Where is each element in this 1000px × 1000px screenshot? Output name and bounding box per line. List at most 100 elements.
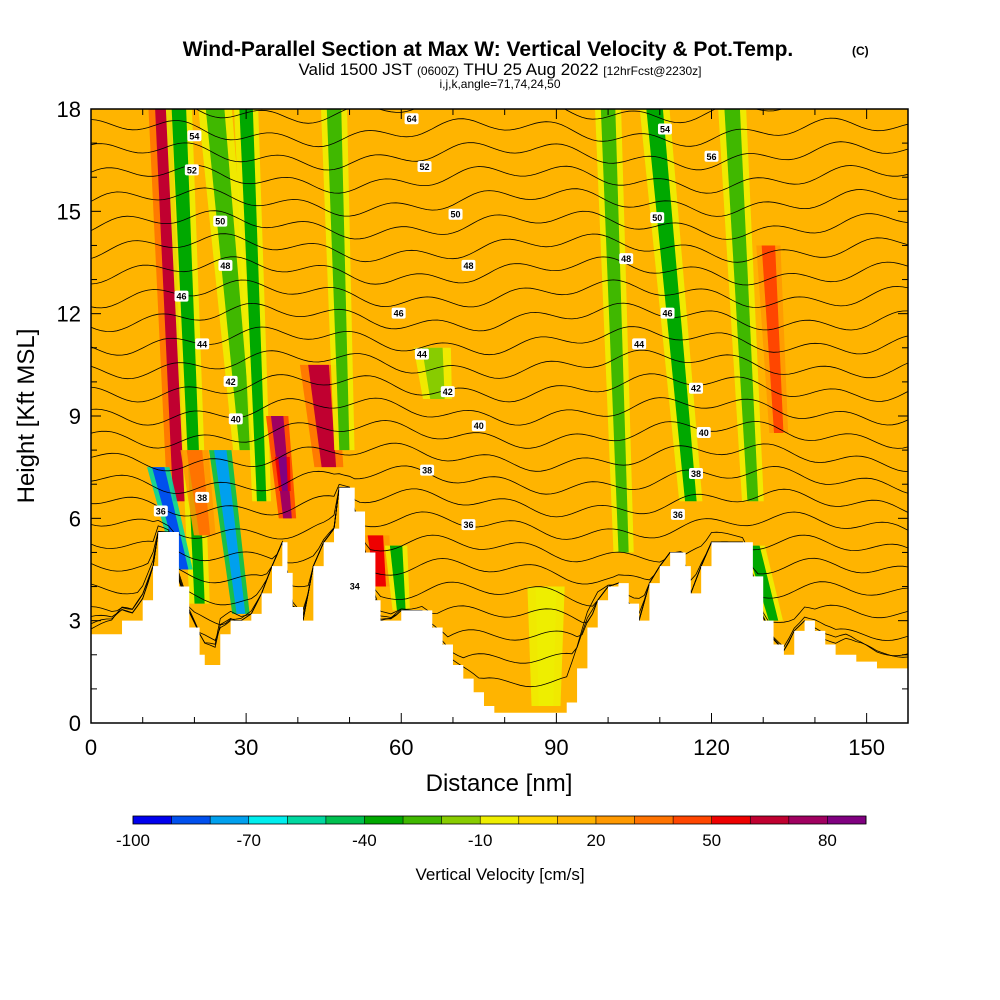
contour-label-text: 38: [422, 466, 432, 476]
contour-label-bg: [404, 113, 419, 125]
contour-label-bg: [696, 427, 711, 439]
colorbar-swatch: [325, 816, 365, 824]
theta-contour-label: 38: [688, 467, 703, 479]
theta-contour-line: [91, 397, 908, 426]
y-tick-label: 6: [69, 506, 81, 531]
theta-contour-label: 38: [195, 491, 210, 503]
velocity-feature-core: [152, 467, 189, 570]
contour-label-bg: [650, 212, 665, 224]
colorbar-tick-label: 80: [818, 831, 837, 850]
theta-contour-line: [91, 487, 908, 588]
contour-label-text: 50: [451, 210, 461, 220]
contour-label-bg: [213, 215, 228, 227]
colorbar-swatch: [750, 816, 790, 824]
x-tick-label: 150: [848, 735, 885, 760]
colorbar-tick-label: -70: [236, 831, 261, 850]
terrain-mask: [91, 487, 908, 723]
contour-label-bg: [461, 259, 476, 271]
contour-label-bg: [414, 348, 429, 360]
theta-contour-label: 52: [417, 160, 432, 172]
velocity-feature-core: [205, 109, 253, 451]
colorbar-swatch: [287, 816, 327, 824]
theta-contour-line: [91, 210, 908, 240]
y-tick-label: 0: [69, 711, 81, 736]
colorbar-tick-label: -40: [352, 831, 377, 850]
theta-contour-label: 50: [448, 208, 463, 220]
contour-label-text: 46: [394, 309, 404, 319]
colorbar-tick-label: -10: [468, 831, 493, 850]
contour-label-text: 52: [187, 165, 197, 175]
theta-contour-label: 40: [228, 413, 243, 425]
y-axis-label: Height [Kft MSL]: [13, 329, 40, 504]
contour-label-bg: [471, 420, 486, 432]
theta-contours: [91, 109, 908, 688]
contour-label-text: 42: [691, 384, 701, 394]
theta-contour-line: [91, 302, 908, 333]
contour-label-text: 44: [197, 339, 207, 349]
theta-contour-label: 44: [632, 338, 647, 350]
x-axis-label: Distance [nm]: [426, 770, 573, 797]
theta-contour-label: 44: [414, 348, 429, 360]
velocity-feature-core: [155, 109, 185, 502]
y-tick-label: 12: [57, 302, 81, 327]
valid-date: THU 25 Aug 2022: [463, 60, 598, 79]
x-tick-label: 30: [234, 735, 258, 760]
theta-contour-line: [91, 487, 908, 540]
x-tick-label: 120: [693, 735, 730, 760]
contour-label-bg: [417, 160, 432, 172]
contour-label-bg: [187, 130, 202, 142]
contour-label-bg: [688, 467, 703, 479]
velocity-feature-core: [367, 535, 386, 587]
theta-contour-label: 46: [391, 307, 406, 319]
colorbar-swatch: [518, 816, 558, 824]
contour-label-bg: [632, 338, 647, 350]
theta-contour-label: 54: [187, 130, 202, 142]
theta-contour-line: [91, 326, 908, 356]
theta-contour-label: 36: [461, 519, 476, 531]
theta-contour-label: 46: [660, 307, 675, 319]
x-tick-label: 0: [85, 735, 97, 760]
contour-label-text: 36: [463, 520, 473, 530]
theta-contour-line: [195, 109, 784, 124]
contour-label-text: 36: [156, 507, 166, 517]
contour-label-text: 48: [220, 261, 230, 271]
contour-label-bg: [347, 580, 362, 592]
grid-info: i,j,k,angle=71,74,24,50: [439, 77, 560, 91]
contour-label-bg: [174, 290, 189, 302]
colorbar-swatch: [133, 816, 172, 824]
contour-label-text: 46: [176, 292, 186, 302]
velocity-feature-core: [239, 109, 267, 502]
contour-label-bg: [688, 382, 703, 394]
contour-label-bg: [704, 150, 719, 162]
colorbar-swatch: [711, 816, 751, 824]
theta-contour-line: [91, 279, 908, 309]
contour-label-text: 54: [189, 131, 199, 141]
colorbar-swatch: [634, 816, 674, 824]
colorbar-swatch: [595, 816, 635, 824]
contour-label-bg: [218, 259, 233, 271]
theta-contour-label: 52: [184, 164, 199, 176]
theta-contour-label: 38: [420, 464, 435, 476]
x-tick-label: 90: [544, 735, 568, 760]
colorbar-swatch: [364, 816, 404, 824]
copyright-mark: (C): [852, 44, 869, 58]
colorbar-swatch: [171, 816, 211, 824]
contour-label-bg: [660, 307, 675, 319]
theta-contour-line: [91, 465, 908, 495]
contour-label-bg: [391, 307, 406, 319]
theta-contour-label: 46: [174, 290, 189, 302]
velocity-feature-core: [308, 364, 337, 468]
theta-contour-label: 48: [619, 253, 634, 264]
contour-label-text: 64: [407, 114, 417, 124]
theta-contour-line: [91, 141, 908, 171]
theta-contour-line: [91, 187, 908, 217]
theta-contour-label: 40: [696, 427, 711, 439]
colorbar: -100 -70 -40 -10 20 50 80: [116, 815, 867, 850]
contour-label-text: 40: [699, 428, 709, 438]
contour-label-text: 36: [673, 510, 683, 520]
theta-contour-line: [91, 256, 908, 286]
contour-label-bg: [657, 123, 672, 135]
colorbar-tick-label: 20: [586, 831, 605, 850]
